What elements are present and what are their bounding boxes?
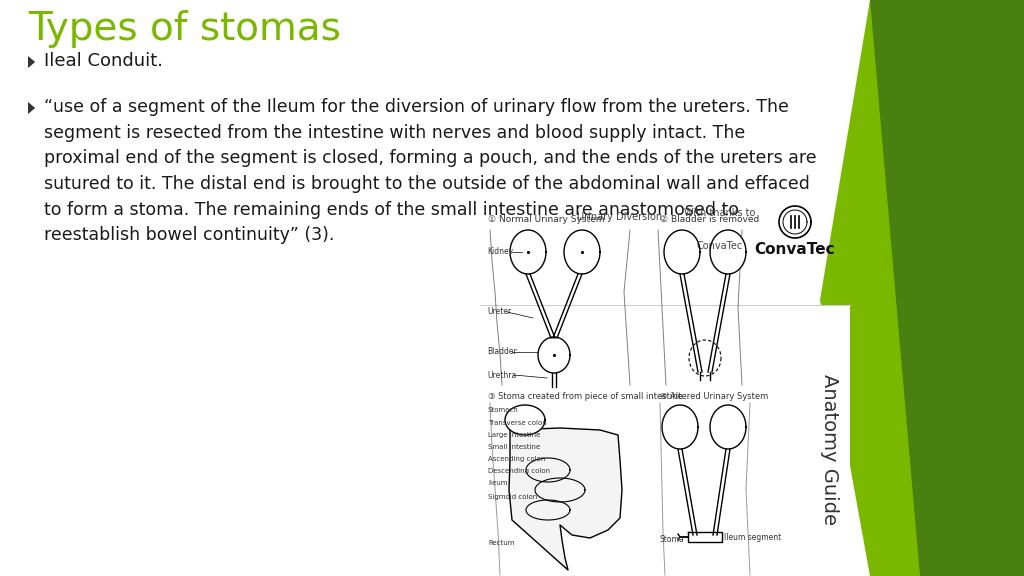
Text: Large intestine: Large intestine	[488, 432, 541, 438]
FancyBboxPatch shape	[0, 0, 850, 576]
Text: Rectum: Rectum	[488, 540, 514, 546]
Polygon shape	[688, 532, 722, 542]
Text: ③ Stoma created from piece of small intestine: ③ Stoma created from piece of small inte…	[488, 392, 683, 401]
Polygon shape	[710, 230, 746, 274]
Text: Ileal Conduit.: Ileal Conduit.	[44, 52, 163, 70]
Text: Types of stomas: Types of stomas	[28, 10, 341, 48]
Text: Ileum: Ileum	[488, 480, 508, 486]
Polygon shape	[564, 230, 600, 274]
Text: ① Normal Urinary System: ① Normal Urinary System	[488, 215, 604, 224]
Text: Bladder: Bladder	[487, 347, 517, 357]
Polygon shape	[28, 102, 35, 114]
Polygon shape	[509, 428, 622, 570]
Text: Urethra: Urethra	[487, 370, 516, 380]
Text: Sigmoid colon: Sigmoid colon	[488, 494, 538, 500]
Polygon shape	[750, 0, 1024, 576]
Text: Stoma: Stoma	[660, 535, 685, 544]
Polygon shape	[505, 405, 545, 435]
Polygon shape	[710, 405, 746, 449]
Text: ④ Altered Urinary System: ④ Altered Urinary System	[660, 392, 768, 401]
Polygon shape	[689, 340, 721, 376]
Polygon shape	[660, 0, 820, 576]
Text: Kidney: Kidney	[487, 248, 513, 256]
Polygon shape	[538, 337, 570, 373]
Text: Transverse colon: Transverse colon	[488, 420, 547, 426]
Text: “use of a segment of the Ileum for the diversion of urinary flow from the ureter: “use of a segment of the Ileum for the d…	[44, 98, 816, 244]
Text: Ureter: Ureter	[487, 308, 511, 316]
Polygon shape	[28, 56, 35, 68]
Text: Descending colon: Descending colon	[488, 468, 550, 474]
Polygon shape	[662, 405, 698, 449]
Text: With thanks to

ConvaTec: With thanks to ConvaTec	[684, 208, 756, 251]
Polygon shape	[580, 0, 740, 576]
FancyBboxPatch shape	[480, 305, 850, 575]
Polygon shape	[664, 230, 700, 274]
Text: ConvaTec: ConvaTec	[755, 242, 836, 257]
Polygon shape	[870, 0, 1024, 576]
Text: Urinary Diversion: Urinary Diversion	[578, 212, 663, 222]
Text: ② Bladder is removed: ② Bladder is removed	[660, 215, 759, 224]
Text: Stomach: Stomach	[488, 407, 519, 413]
Text: Small intestine: Small intestine	[488, 444, 541, 450]
Text: Ascending colon: Ascending colon	[488, 456, 546, 462]
Polygon shape	[510, 230, 546, 274]
Text: Anatomy Guide: Anatomy Guide	[820, 374, 840, 525]
Text: Ileum segment: Ileum segment	[724, 532, 781, 541]
